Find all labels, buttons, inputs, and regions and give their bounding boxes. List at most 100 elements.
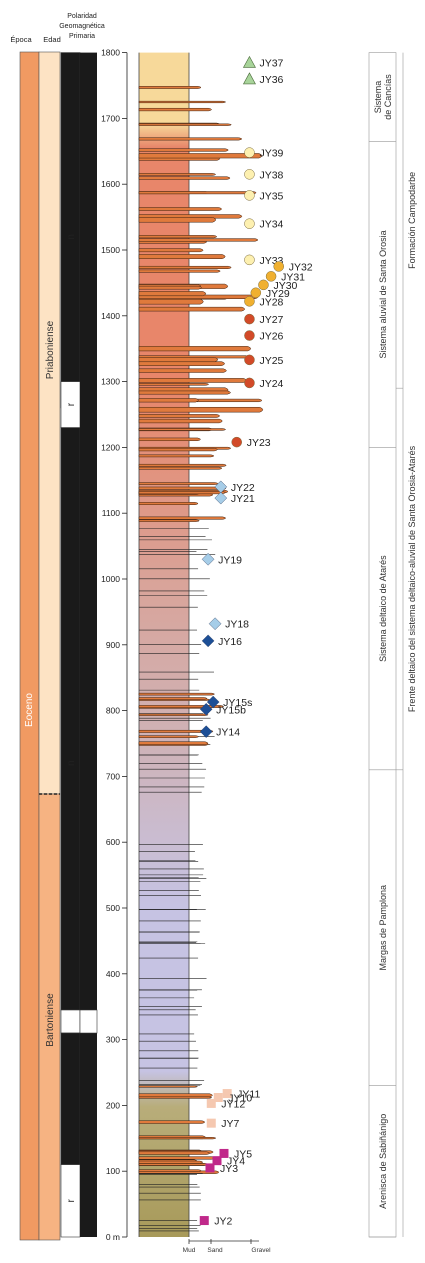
sample-jy28: JY28 xyxy=(244,296,284,308)
sample-jy35: JY35 xyxy=(244,190,284,202)
sandstone-bed xyxy=(138,346,251,352)
sandstone-bed xyxy=(138,217,216,223)
sandstone-bed xyxy=(138,1085,198,1088)
sample-marker-circle xyxy=(244,330,255,341)
sample-label: JY34 xyxy=(259,219,283,231)
sample-marker-diamond xyxy=(214,491,228,505)
sandstone-bed xyxy=(138,502,199,506)
sample-label: JY38 xyxy=(259,169,283,181)
sandstone-bed xyxy=(138,357,219,363)
sample-jy37: JY37 xyxy=(242,55,284,69)
sandstone-beds xyxy=(138,86,264,1232)
polarity-interval-2 xyxy=(60,427,81,1011)
epoch-label: Eoceno xyxy=(24,693,35,727)
sandstone-bed xyxy=(138,1151,210,1155)
sample-jy11: JY11 xyxy=(222,1089,260,1101)
formation-label: Margas de Pamplona xyxy=(378,885,388,971)
sample-label: JY19 xyxy=(218,554,242,566)
sample-marker-circle xyxy=(244,377,255,389)
age-label-upper: Priaboniense xyxy=(45,320,56,379)
sandstone-bed xyxy=(138,1160,203,1164)
grain-size-axis: Mud Sand Gravel xyxy=(183,1239,271,1254)
sample-label: JY2 xyxy=(214,1216,232,1228)
sample-jy16: JY16 xyxy=(201,634,242,648)
sample-jy7: JY7 xyxy=(206,1118,240,1130)
sample-marker-diamond xyxy=(201,634,215,648)
sample-marker-diamond xyxy=(206,695,220,709)
sandstone-bed xyxy=(138,519,200,522)
scale-tick-label: 0 m xyxy=(106,1232,120,1242)
sandstone-bed xyxy=(138,153,263,159)
sandstone-bed xyxy=(138,390,231,395)
polarity-label-2: n xyxy=(66,760,77,766)
sample-jy32: JY32 xyxy=(273,261,313,273)
sample-marker-circle xyxy=(244,354,255,366)
sample-jy34: JY34 xyxy=(244,218,284,231)
sample-label: JY11 xyxy=(237,1089,260,1101)
sample-label: JY12 xyxy=(221,1098,245,1110)
sandstone-bed xyxy=(138,447,218,452)
header-polarity-2: Geomagnética xyxy=(59,23,105,30)
sandstone-bed xyxy=(138,466,223,470)
scale-tick-label: 400 xyxy=(106,969,120,979)
header-epoch: Época xyxy=(10,35,32,44)
sandstone-bed xyxy=(138,285,202,290)
lithology-fill xyxy=(139,52,189,1238)
sandstone-bed xyxy=(138,1137,217,1140)
sample-marker-square xyxy=(212,1156,222,1166)
sample-label: JY4 xyxy=(227,1156,245,1168)
sandstone-bed xyxy=(138,414,220,418)
scale-tick-label: 1000 xyxy=(101,574,120,584)
sandstone-bed xyxy=(138,398,199,403)
scale-tick-label: 200 xyxy=(106,1100,120,1110)
polarity-column xyxy=(60,52,98,1238)
sandstone-bed xyxy=(138,207,222,211)
sandstone-bed xyxy=(138,173,216,176)
sample-jy39: JY39 xyxy=(244,147,284,160)
sandstone-bed xyxy=(138,137,243,141)
sample-marker-square xyxy=(205,1163,215,1173)
sandstone-bed xyxy=(138,191,257,195)
sample-jy36: JY36 xyxy=(242,72,284,86)
formation-label: Sistema aluvial de Santa Orosia xyxy=(378,230,388,358)
sandstone-bed xyxy=(138,463,227,467)
sample-label: JY32 xyxy=(289,261,313,273)
scale-tick-label: 1600 xyxy=(101,179,120,189)
sandstone-bed xyxy=(138,378,247,383)
sandstone-bed xyxy=(138,361,225,366)
sample-jy30: JY30 xyxy=(258,279,298,292)
sample-jy14: JY14 xyxy=(199,725,240,739)
sample-jy23: JY23 xyxy=(231,436,271,449)
sample-label: JY39 xyxy=(259,148,283,160)
sandstone-bed xyxy=(138,428,226,431)
sample-marker-square xyxy=(199,1216,209,1226)
sample-jy19: JY19 xyxy=(201,552,242,566)
sandstone-bed xyxy=(138,86,202,89)
sample-label: JY15b xyxy=(216,704,246,716)
sample-label: JY21 xyxy=(231,493,255,505)
sandstone-bed xyxy=(138,1169,202,1172)
sandstone-bed xyxy=(138,383,209,386)
sandstone-bed xyxy=(138,254,226,259)
polarity-label-0: n xyxy=(66,234,77,240)
scale-tick-label: 1100 xyxy=(102,508,121,518)
sandstone-bed xyxy=(138,516,226,520)
sandstone-bed xyxy=(138,291,207,297)
sample-label: JY23 xyxy=(247,437,271,449)
sample-marker-diamond xyxy=(208,617,222,631)
age-column-upper xyxy=(38,51,61,795)
sample-marker-circle xyxy=(244,296,255,307)
sample-marker-circle xyxy=(244,147,255,158)
scale-tick-label: 600 xyxy=(106,837,120,847)
sample-label: JY24 xyxy=(259,378,283,390)
sample-label: JY5 xyxy=(234,1148,252,1160)
sample-marker-square xyxy=(222,1089,232,1099)
sandstone-bed xyxy=(138,1156,216,1160)
sample-jy22: JY22 xyxy=(214,480,255,494)
grain-label: Mud xyxy=(183,1247,196,1254)
scale-tick-label: 1200 xyxy=(101,442,120,452)
sandstone-bed xyxy=(138,482,219,485)
sandstone-bed xyxy=(138,238,259,242)
scale-tick-label: 1400 xyxy=(101,311,120,321)
